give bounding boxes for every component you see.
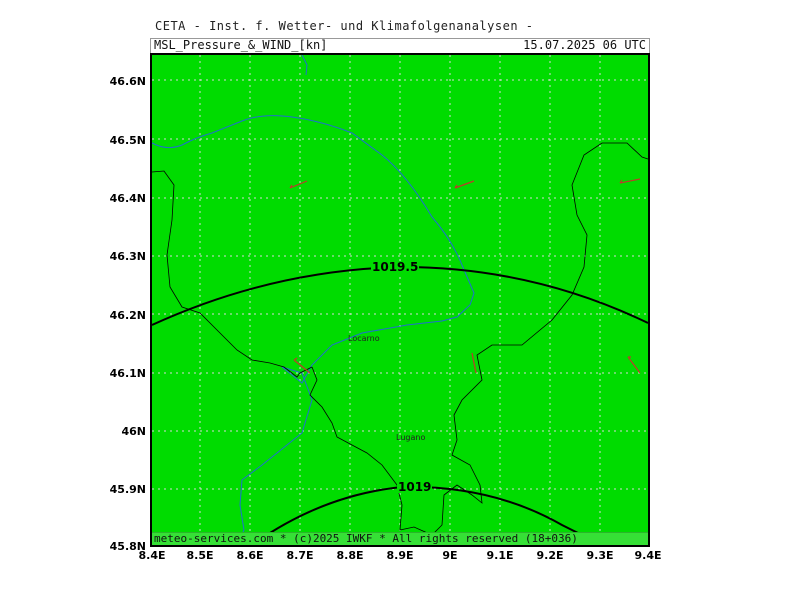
lat-tick: 46.1N <box>109 367 146 380</box>
wind-barb <box>293 357 311 374</box>
wind-barb <box>454 180 475 189</box>
grid-lines <box>152 55 648 545</box>
isobar-label-1019: 1019 <box>397 480 433 494</box>
lon-tick: 8.4E <box>138 549 166 562</box>
country-border-west <box>152 170 313 378</box>
lat-tick: 46.4N <box>109 192 146 205</box>
footer-bar: meteo-services.com * (c)2025 IWKF * All … <box>152 532 648 545</box>
lon-tick: 8.6E <box>236 549 264 562</box>
lon-tick: 8.5E <box>186 549 214 562</box>
map-datetime: 15.07.2025 06 UTC <box>523 38 646 52</box>
lon-tick: 9.1E <box>486 549 514 562</box>
lon-tick: 8.8E <box>336 549 364 562</box>
footer-text: meteo-services.com * (c)2025 IWKF * All … <box>154 532 578 545</box>
lat-tick: 46.6N <box>109 75 146 88</box>
country-border-mid <box>309 142 648 536</box>
map-title: MSL_Pressure_&_WIND_[kn] <box>154 38 328 52</box>
lon-tick: 8.7E <box>286 549 314 562</box>
lon-tick: 9.2E <box>536 549 564 562</box>
lon-tick: 9E <box>442 549 458 562</box>
city-locarno: Locarno <box>348 334 380 343</box>
lon-tick: 8.9E <box>386 549 414 562</box>
wind-barb <box>289 180 308 189</box>
lat-tick: 46.3N <box>109 250 146 263</box>
lake-upper <box>301 55 308 76</box>
wind-barb <box>619 178 641 184</box>
title-bar: MSL_Pressure_&_WIND_[kn] 15.07.2025 06 U… <box>150 38 650 54</box>
header-org: CETA - Inst. f. Wetter- und Klimafolgena… <box>155 19 534 33</box>
map-panel: 1019.5 1019 Locarno Lugano meteo-service… <box>150 53 650 547</box>
lat-tick: 45.9N <box>109 483 146 496</box>
city-lugano: Lugano <box>396 433 426 442</box>
lon-tick: 9.4E <box>634 549 662 562</box>
lake-outline <box>152 115 475 545</box>
lat-tick: 46.2N <box>109 309 146 322</box>
lat-tick: 45.8N <box>109 540 146 553</box>
wind-barbs <box>289 178 641 374</box>
wind-barb <box>471 352 477 374</box>
isobar-label-1019.5: 1019.5 <box>371 260 420 274</box>
wind-barb <box>627 356 641 374</box>
lat-tick: 46N <box>121 425 146 438</box>
map-canvas <box>152 55 648 545</box>
lat-tick: 46.5N <box>109 134 146 147</box>
lon-tick: 9.3E <box>586 549 614 562</box>
